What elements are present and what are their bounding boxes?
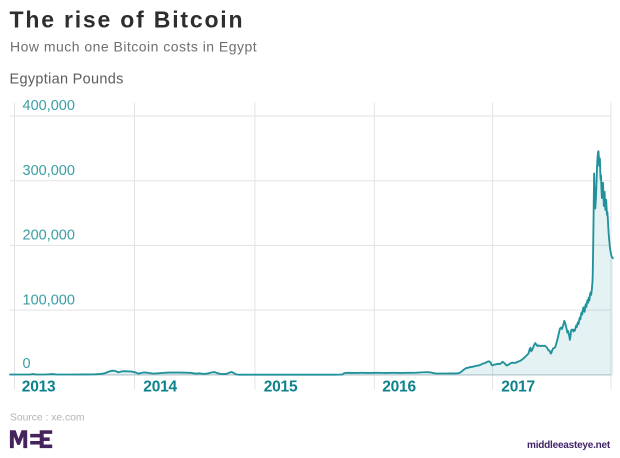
svg-text:200,000: 200,000 bbox=[23, 228, 75, 244]
svg-text:100,000: 100,000 bbox=[23, 293, 75, 309]
svg-text:300,000: 300,000 bbox=[23, 163, 75, 179]
svg-text:0: 0 bbox=[23, 356, 31, 372]
svg-text:2015: 2015 bbox=[264, 379, 298, 396]
svg-text:How much one Bitcoin costs in: How much one Bitcoin costs in Egypt bbox=[10, 38, 257, 54]
svg-text:2016: 2016 bbox=[382, 379, 416, 396]
svg-text:2013: 2013 bbox=[22, 379, 56, 396]
svg-text:400,000: 400,000 bbox=[23, 98, 75, 114]
svg-text:middleeasteye.net: middleeasteye.net bbox=[527, 440, 611, 451]
svg-text:The rise of Bitcoin: The rise of Bitcoin bbox=[10, 7, 245, 33]
svg-text:Source : xe.com: Source : xe.com bbox=[10, 413, 84, 424]
svg-text:2014: 2014 bbox=[143, 379, 177, 396]
svg-text:2017: 2017 bbox=[501, 379, 535, 396]
svg-text:Egyptian Pounds: Egyptian Pounds bbox=[10, 72, 124, 88]
